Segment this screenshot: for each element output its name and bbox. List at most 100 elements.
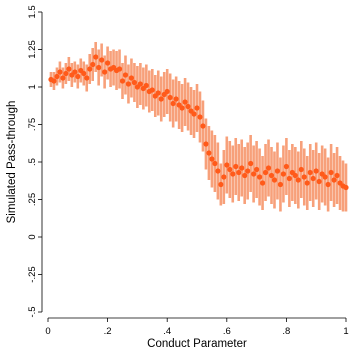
data-point [331, 177, 337, 183]
data-point [298, 166, 304, 173]
data-point [57, 69, 63, 75]
data-point [221, 174, 227, 180]
data-point [179, 105, 185, 111]
data-point [209, 156, 215, 162]
y-tick-label: 1 [27, 84, 38, 89]
data-point [158, 96, 164, 102]
data-point [116, 66, 123, 72]
data-point [54, 73, 60, 80]
data-point [143, 82, 149, 89]
data-point [87, 66, 93, 72]
data-point [307, 169, 313, 176]
data-point [292, 172, 298, 179]
data-point [63, 70, 69, 77]
y-tick-label: 0 [27, 234, 38, 239]
data-point [224, 162, 230, 168]
data-point [212, 160, 218, 167]
data-point [125, 81, 132, 87]
data-point [203, 141, 209, 147]
data-point [164, 88, 170, 95]
data-point [206, 150, 212, 156]
data-point [236, 169, 242, 176]
data-point [105, 60, 111, 66]
data-point [96, 64, 102, 71]
data-point [170, 100, 176, 107]
data-point [254, 166, 260, 173]
data-point [262, 169, 269, 176]
data-point [280, 171, 287, 177]
data-points [48, 54, 349, 191]
y-axis-title: Simulated Pass-through [6, 101, 18, 224]
data-point [128, 75, 135, 81]
data-point [51, 78, 57, 84]
data-point [295, 177, 301, 183]
data-point [93, 54, 99, 60]
x-tick-label: .8 [282, 326, 290, 337]
y-axis-ticks: -.5 -.25 0 .25 .5 .75 1 1.25 1.5 [27, 5, 42, 318]
data-point [277, 181, 284, 188]
data-point [265, 165, 272, 171]
data-point [304, 180, 310, 186]
data-point [84, 75, 90, 81]
data-point [200, 123, 206, 129]
confidence-intervals [49, 42, 348, 212]
data-point [239, 165, 245, 171]
data-point [81, 70, 87, 77]
data-point [242, 172, 248, 179]
data-point [185, 103, 191, 110]
data-point [149, 87, 155, 93]
data-point [182, 99, 188, 105]
data-point [137, 81, 143, 87]
data-point [102, 69, 108, 75]
data-point [215, 168, 221, 174]
data-point [72, 69, 78, 75]
data-point [122, 72, 129, 78]
data-point [322, 174, 328, 180]
y-tick-label: 1.25 [27, 40, 38, 59]
data-point [325, 181, 331, 188]
data-point [167, 94, 173, 101]
data-point [268, 172, 275, 179]
y-tick-label: -.25 [27, 266, 38, 282]
data-point [328, 169, 334, 176]
data-point [75, 73, 81, 80]
x-tick-label: .6 [223, 326, 231, 337]
data-point [173, 96, 179, 102]
data-point [155, 90, 161, 96]
data-point [316, 178, 322, 185]
data-point [230, 171, 236, 177]
data-point [259, 180, 266, 186]
data-point [233, 163, 239, 170]
y-tick-label: .25 [27, 193, 38, 206]
data-point [194, 105, 200, 111]
data-point [90, 61, 96, 68]
data-point [286, 175, 292, 182]
data-point [274, 168, 281, 174]
data-point [310, 175, 316, 182]
y-tick-label: 1.5 [27, 5, 38, 18]
data-point [245, 168, 251, 174]
y-tick-label: -.5 [27, 306, 38, 317]
y-tick-label: .75 [27, 118, 38, 131]
data-point [99, 57, 105, 63]
data-point [119, 78, 126, 84]
data-point [197, 114, 203, 120]
x-tick-label: 0 [45, 326, 50, 337]
data-point [191, 111, 197, 117]
data-point [271, 177, 278, 183]
data-point [343, 184, 349, 191]
y-tick-label: .5 [27, 158, 38, 166]
data-point [283, 163, 289, 170]
data-point [218, 181, 224, 188]
data-point [248, 160, 254, 167]
x-tick-label: .2 [104, 326, 112, 337]
data-point [251, 171, 257, 177]
x-axis-ticks: 0 .2 .4 .6 .8 1 [45, 318, 349, 337]
data-point [60, 75, 66, 81]
data-point [66, 66, 72, 72]
data-point [256, 174, 263, 180]
data-point [131, 79, 138, 86]
x-tick-label: .4 [163, 326, 171, 337]
